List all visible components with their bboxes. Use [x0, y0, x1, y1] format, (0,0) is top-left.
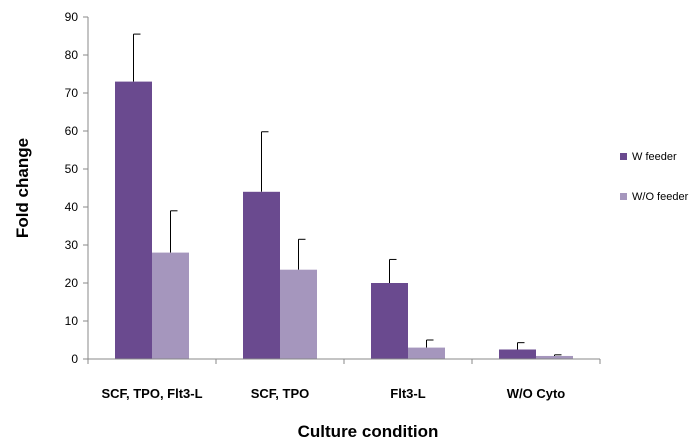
y-tick-label: 20: [65, 276, 79, 290]
bar-wo-feeder: [408, 347, 445, 359]
y-tick-label: 50: [65, 162, 79, 176]
legend-label: W/O feeder: [632, 191, 689, 203]
x-tick-label: Flt3-L: [390, 386, 425, 401]
bar-wo-feeder: [152, 252, 189, 359]
y-tick-label: 0: [71, 352, 78, 366]
y-tick-label: 10: [65, 314, 79, 328]
y-axis-title: Fold change: [13, 138, 32, 238]
bar-wo-feeder: [280, 269, 317, 359]
x-axis: SCF, TPO, Flt3-L SCF, TPO Flt3-L W/O Cyto: [87, 358, 601, 401]
y-tick-label: 30: [65, 238, 79, 252]
x-tick-label: SCF, TPO: [251, 386, 310, 401]
y-tick-label: 80: [65, 48, 79, 62]
legend-swatch: [620, 153, 627, 160]
bar-wo-feeder: [536, 355, 573, 359]
bar-w-feeder: [371, 283, 408, 359]
error-bars: [133, 33, 562, 356]
bar-w-feeder: [243, 191, 280, 359]
legend-label: W feeder: [632, 151, 677, 163]
legend: W feeder W/O feeder: [620, 151, 689, 203]
x-tick-label: W/O Cyto: [507, 386, 566, 401]
legend-swatch: [620, 193, 627, 200]
bar-w-feeder: [115, 81, 152, 359]
y-tick-label: 60: [65, 124, 79, 138]
bar-w-feeder: [499, 349, 536, 359]
y-tick-label: 90: [65, 10, 79, 24]
x-tick-label: SCF, TPO, Flt3-L: [101, 386, 202, 401]
y-tick-label: 70: [65, 86, 79, 100]
x-axis-title: Culture condition: [298, 422, 439, 441]
y-tick-label: 40: [65, 200, 79, 214]
bars: [115, 81, 573, 359]
y-axis: 0 10 20 30 40 50 60 70 80 90: [65, 10, 89, 366]
